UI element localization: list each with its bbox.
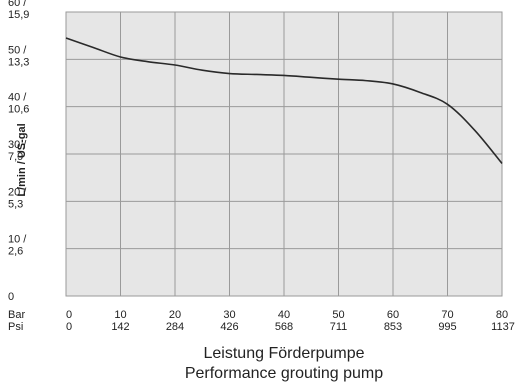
y-tick-label: 13,3 xyxy=(8,56,29,68)
x-tick-label-psi: 853 xyxy=(384,321,402,333)
x-tick-label-psi: 142 xyxy=(111,321,129,333)
x-tick-label-bar: 20 xyxy=(169,309,181,321)
y-tick-label: 5,3 xyxy=(8,198,23,210)
y-tick-label: 20 / xyxy=(8,186,27,198)
y-tick-label: 30 / xyxy=(8,139,27,151)
y-tick-label: 10,6 xyxy=(8,104,29,116)
chart-subtitle: Performance grouting pump xyxy=(185,365,383,382)
x-tick-label-bar: 80 xyxy=(496,309,508,321)
y-tick-label: 50 / xyxy=(8,44,27,56)
x-tick-label-bar: 0 xyxy=(66,309,72,321)
y-tick-label: 60 / xyxy=(8,0,27,9)
x-tick-label-psi: 711 xyxy=(330,321,348,333)
y-tick-label: 10 / xyxy=(8,234,27,246)
x-tick-label-bar: 10 xyxy=(114,309,126,321)
x-tick-label-bar: 40 xyxy=(278,309,290,321)
series-line xyxy=(65,37,503,164)
y-tick-label: 7,9 xyxy=(8,151,23,163)
y-axis-label: L/min / US-gal xyxy=(16,123,28,196)
y-tick-label: 15,9 xyxy=(8,9,29,21)
x-tick-label-psi: 995 xyxy=(438,321,456,333)
y-tick-labels: 0 10 /2,6 20 /5,3 30 /7,9 40 /10,6 50 /13,3 60… xyxy=(8,0,29,303)
x-tick-label-bar: 30 xyxy=(223,309,235,321)
x-tick-label-bar: 60 xyxy=(387,309,399,321)
x-tick-label-bar: 50 xyxy=(332,309,344,321)
y-tick-label: 40 / xyxy=(8,92,27,104)
plot-frame xyxy=(65,11,503,297)
x-tick-label-psi: 426 xyxy=(220,321,238,333)
chart-title: Leistung Förderpumpe xyxy=(204,345,365,362)
x-row-label-psi: Psi xyxy=(8,321,23,333)
x-tick-label-psi: 284 xyxy=(166,321,184,333)
x-tick-label-bar: 70 xyxy=(441,309,453,321)
y-tick-label: 2,6 xyxy=(8,246,23,258)
x-tick-label-psi: 568 xyxy=(275,321,293,333)
y-tick-label: 0 xyxy=(8,291,14,303)
x-tick-label-psi: 0 xyxy=(66,321,72,333)
x-row-label-bar: Bar xyxy=(8,309,25,321)
x-tick-label-psi: 1137 xyxy=(491,321,515,333)
